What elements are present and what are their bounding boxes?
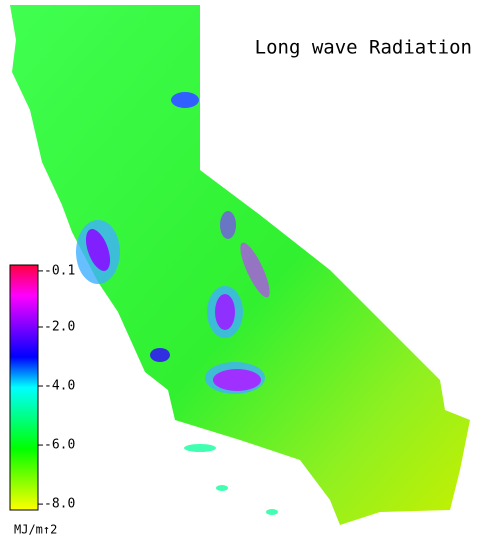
title: Long wave Radiation: [255, 37, 472, 59]
colorbar-tick-label: -6.0: [44, 438, 75, 453]
colorbar-unit: MJ/m↑2: [14, 523, 57, 537]
radiation-patches: [76, 92, 278, 515]
california: [10, 5, 470, 525]
colorbar-tick-label: -2.0: [44, 319, 75, 334]
colorbar-tick-label: -4.0: [44, 379, 75, 394]
colorbar-ticks: -0.1 -2.0 -4.0 -6.0 -8.0: [38, 263, 75, 512]
colorbar-tick-label: -0.1: [44, 263, 75, 278]
colorbar-tick-label: -8.0: [44, 497, 75, 512]
colorbar: [9, 264, 39, 511]
